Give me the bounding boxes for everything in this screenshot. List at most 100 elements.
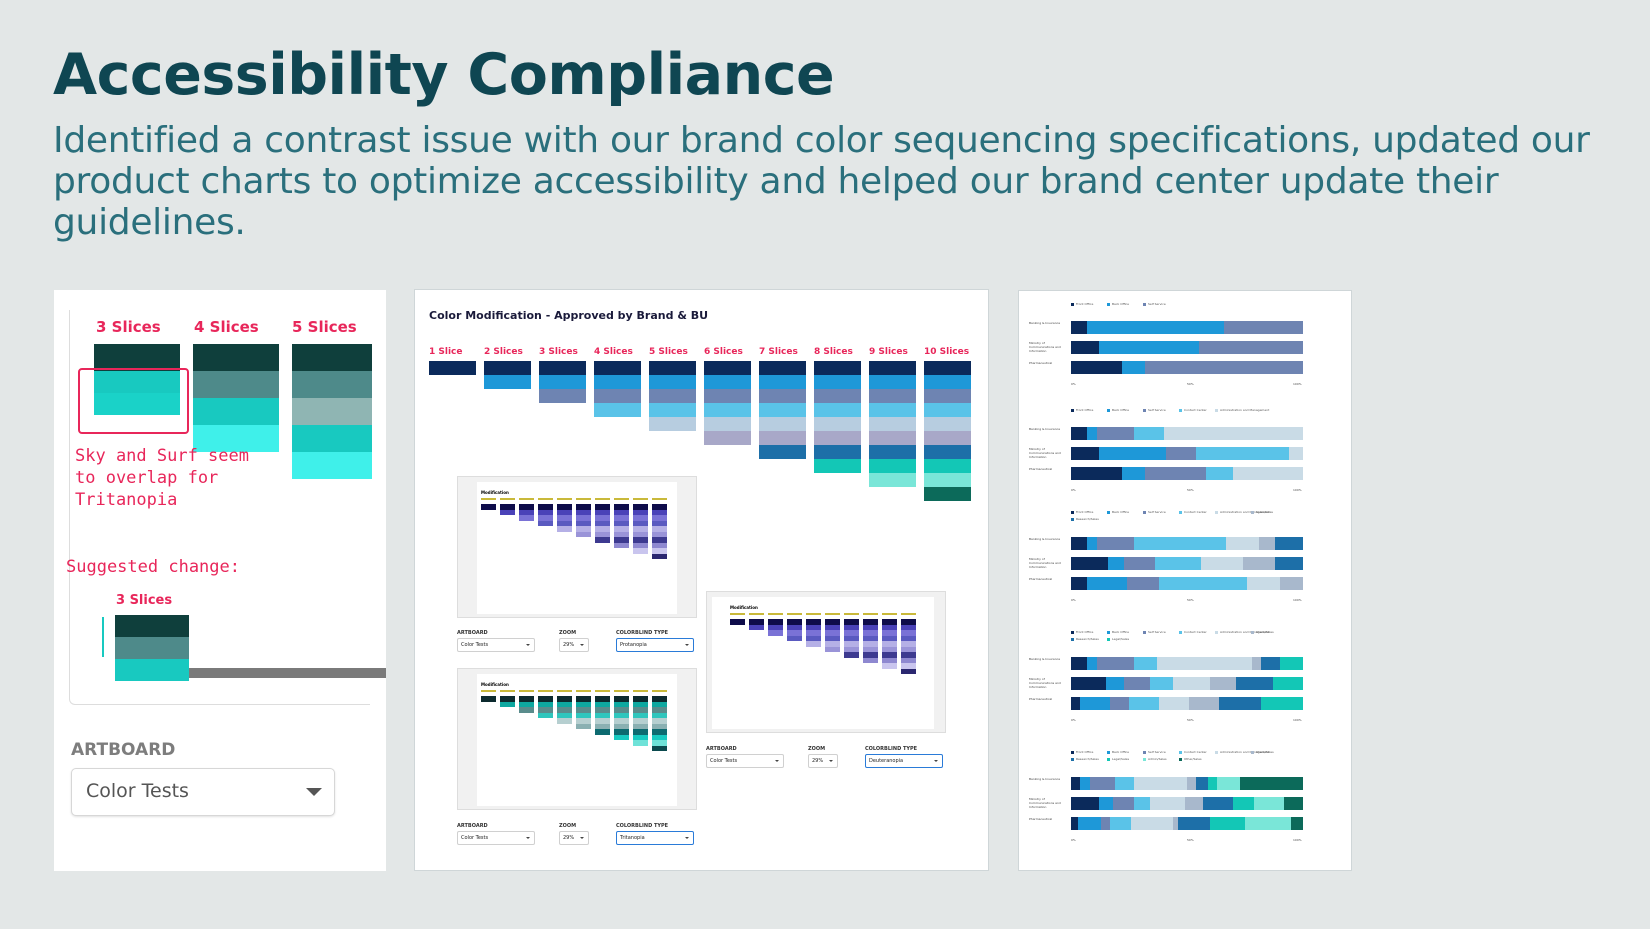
color-swatch: [539, 389, 586, 403]
row-label: Pharmaceutical: [1029, 697, 1053, 701]
row-label: Banking & Insurance: [1029, 657, 1061, 661]
legend-label: Back Office: [1112, 408, 1129, 412]
bar-segment: [1071, 577, 1088, 590]
colorblind-type-select[interactable]: Protanopia: [616, 638, 694, 652]
zoom-select[interactable]: 29%: [808, 754, 838, 768]
mini-swatch: [595, 515, 610, 521]
swatch: [115, 615, 189, 637]
bar-segment: [1217, 777, 1241, 790]
bar-segment: [1101, 817, 1111, 830]
bar-segment: [1145, 361, 1303, 374]
swatch: [292, 371, 372, 398]
mini-swatch: [652, 526, 667, 532]
mini-swatch: [901, 635, 916, 641]
legend-label: Front Office: [1076, 302, 1094, 306]
preview-protanopia: Modification: [457, 476, 697, 618]
row-label: Ministry of Communications and Informati…: [1029, 557, 1061, 569]
zoom-select[interactable]: 29%: [559, 638, 589, 652]
color-swatch: [814, 417, 861, 431]
mini-swatch: [882, 641, 897, 647]
bar-segment: [1242, 557, 1276, 570]
bar-segment: [1087, 427, 1097, 440]
legend-swatch: [1143, 758, 1146, 761]
mini-swatch: [538, 504, 553, 510]
bar-segment: [1096, 427, 1134, 440]
mini-swatch: [901, 624, 916, 630]
artboard-select[interactable]: Color Tests: [706, 754, 784, 768]
mini-swatch: [652, 729, 667, 735]
artboard-select[interactable]: Color Tests: [457, 638, 535, 652]
mini-swatch: [633, 718, 648, 724]
artboard-value: Color Tests: [710, 758, 738, 764]
legend-label: Front Office: [1076, 510, 1094, 514]
mini-header: [519, 690, 534, 692]
slice-header: 8 Slices: [814, 347, 853, 357]
mini-swatch: [863, 630, 878, 636]
bar-segment: [1108, 557, 1125, 570]
mini-swatch: [652, 745, 667, 751]
mini-swatch: [595, 729, 610, 735]
mini-swatch: [863, 619, 878, 625]
legend-label: Contact Center: [1184, 510, 1207, 514]
scrollbar[interactable]: [189, 668, 386, 678]
swatch: [292, 398, 372, 425]
highlight-box: [78, 368, 189, 434]
legend-label: Administration and Management: [1220, 408, 1270, 412]
legend-swatch: [1107, 631, 1110, 634]
row-label: Pharmaceutical: [1029, 467, 1053, 471]
color-swatch: [924, 389, 971, 403]
mini-header: [652, 690, 667, 692]
mini-swatch: [901, 646, 916, 652]
mini-header: [557, 690, 572, 692]
chevron-down-icon: [775, 760, 779, 762]
bar-segment: [1210, 677, 1236, 690]
color-swatch: [814, 459, 861, 473]
mini-swatch: [519, 707, 534, 713]
mini-swatch: [652, 553, 667, 559]
mini-swatch: [768, 624, 783, 630]
mini-swatch: [652, 701, 667, 707]
preview-canvas: Modification: [477, 674, 677, 806]
mini-header: [882, 613, 897, 615]
bar-segment: [1071, 321, 1088, 334]
slice-header: 10 Slices: [924, 347, 970, 357]
bar-segment: [1207, 777, 1218, 790]
mini-swatch: [652, 696, 667, 702]
color-swatch: [924, 417, 971, 431]
mini-swatch: [595, 718, 610, 724]
artboard-select[interactable]: Color Tests: [457, 831, 535, 845]
legend-label: Client/Sales: [1256, 750, 1274, 754]
mini-swatch: [538, 520, 553, 526]
bar-segment: [1233, 467, 1303, 480]
bar-segment: [1291, 817, 1303, 830]
row-label: Banking & Insurance: [1029, 777, 1061, 781]
mini-header: [576, 498, 591, 500]
bar-segment: [1275, 557, 1303, 570]
legend-swatch: [1071, 758, 1074, 761]
swatch: [115, 637, 189, 659]
legend-swatch: [1107, 758, 1110, 761]
artboard-select[interactable]: Color Tests: [71, 768, 335, 816]
slice-header: 3 Slices: [116, 593, 173, 608]
color-swatch: [814, 361, 861, 375]
legend-swatch: [1107, 751, 1110, 754]
mini-swatch: [538, 696, 553, 702]
mini-header: [500, 498, 515, 500]
mini-swatch: [595, 712, 610, 718]
colorblind-type-select[interactable]: Deuteranopia: [865, 754, 943, 768]
mini-header: [901, 613, 916, 615]
legend-label: Back Office: [1112, 302, 1129, 306]
mini-swatch: [901, 630, 916, 636]
mini-header: [844, 613, 859, 615]
mini-swatch: [633, 723, 648, 729]
bar-segment: [1261, 657, 1280, 670]
colorblind-type-select[interactable]: Tritanopia: [616, 831, 694, 845]
mini-swatch: [557, 701, 572, 707]
zoom-select[interactable]: 29%: [559, 831, 589, 845]
zoom-label: ZOOM: [808, 746, 826, 752]
panel-chart-tests: Front Office Back Office Self Service Banki…: [1018, 290, 1352, 871]
legend-swatch: [1107, 303, 1110, 306]
bar-segment: [1131, 817, 1174, 830]
bar-segment: [1203, 797, 1234, 810]
mini-swatch: [633, 696, 648, 702]
